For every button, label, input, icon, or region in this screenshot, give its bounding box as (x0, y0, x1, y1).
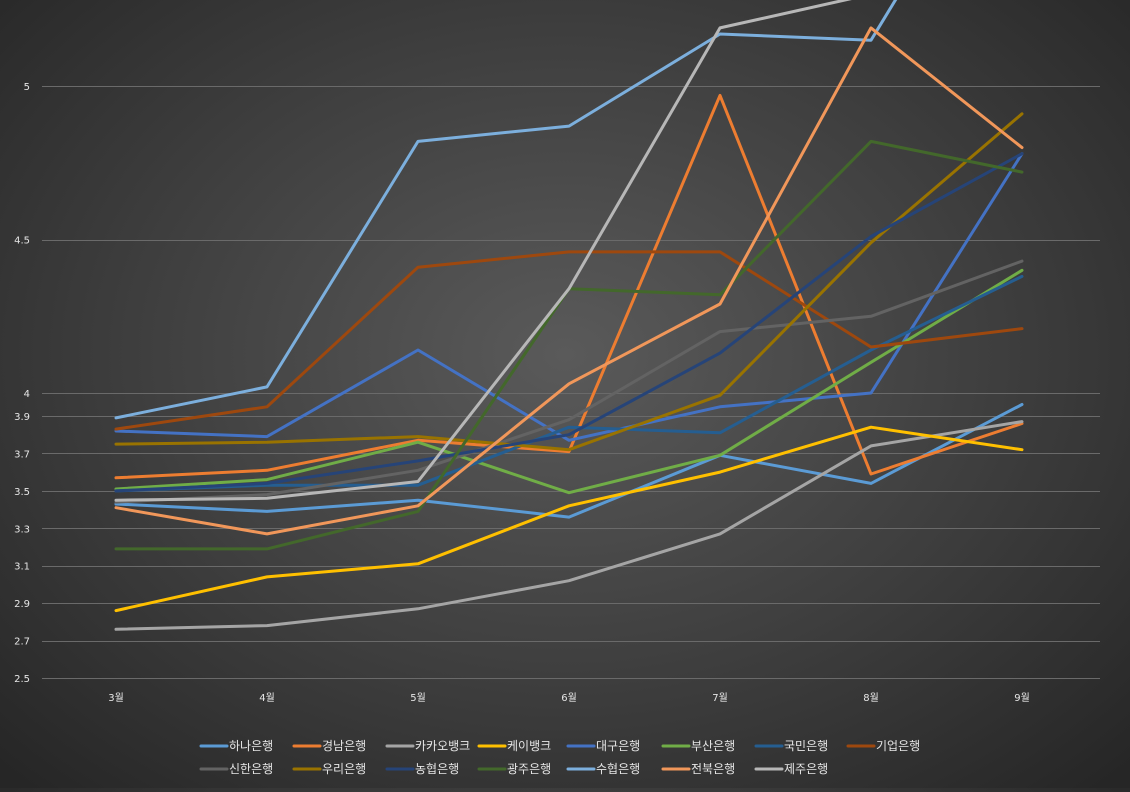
series-line (114, 152, 1024, 493)
series-lines (114, 0, 1024, 631)
legend-label: 기업은행 (876, 738, 920, 753)
x-tick-label: 8월 (863, 692, 879, 704)
x-tick-label: 7월 (712, 692, 728, 704)
legend-label: 광주은행 (507, 761, 551, 776)
legend-label: 전북은행 (691, 761, 735, 776)
legend-label: 수협은행 (596, 761, 640, 776)
y-tick-label: 2.5 (14, 674, 30, 685)
legend-label: 농협은행 (415, 761, 459, 776)
legend-item: 제주은행 (754, 761, 828, 776)
legend-item: 신한은행 (199, 761, 273, 776)
legend-item: 광주은행 (477, 761, 551, 776)
legend-label: 제주은행 (784, 761, 828, 776)
legend-item: 국민은행 (754, 738, 828, 753)
y-tick-label: 5 (24, 82, 30, 93)
legend-label: 대구은행 (596, 738, 640, 753)
y-tick-label: 3.7 (14, 449, 30, 460)
legend-item: 수협은행 (566, 761, 640, 776)
legend-label: 케이뱅크 (507, 739, 551, 753)
legend-label: 경남은행 (322, 738, 366, 753)
x-tick-label: 5월 (410, 692, 426, 704)
x-tick-label: 4월 (259, 692, 275, 704)
series-line (114, 274, 1024, 493)
x-tick-label: 9월 (1014, 692, 1030, 704)
x-tick-label: 3월 (108, 692, 124, 704)
legend-label: 국민은행 (784, 738, 828, 753)
series-line (114, 250, 1024, 431)
legend-label: 신한은행 (229, 761, 273, 776)
y-tick-label: 4 (24, 389, 30, 400)
y-tick-label: 3.3 (14, 524, 30, 535)
series-line (114, 112, 1024, 452)
series-line (114, 152, 1024, 442)
legend-item: 농협은행 (385, 761, 459, 776)
legend-label: 카카오뱅크 (415, 739, 470, 753)
series-line (114, 0, 852, 502)
series-line (114, 268, 1024, 495)
legend-label: 부산은행 (691, 738, 735, 753)
y-tick-label: 3.9 (14, 412, 30, 423)
x-tick-label: 6월 (561, 692, 577, 704)
legend-label: 우리은행 (322, 761, 366, 776)
series-line (114, 0, 898, 420)
legend-item: 기업은행 (846, 738, 920, 753)
legend-label: 하나은행 (229, 738, 273, 753)
y-tick-label: 4.5 (14, 236, 30, 247)
series-line (114, 93, 1024, 480)
series-line (114, 403, 1024, 519)
series-line (114, 425, 1024, 613)
y-axis-tick-labels: 2.52.72.93.13.33.53.73.944.555.566.5 (14, 82, 30, 685)
y-tick-label: 3.5 (14, 487, 30, 498)
y-tick-label: 3.1 (14, 562, 30, 573)
legend-item: 부산은행 (661, 738, 735, 753)
x-axis-tick-labels: 3월 4월 5월 6월 7월 8월 9월 (108, 692, 1030, 704)
series-line (114, 259, 1024, 504)
y-tick-label: 2.9 (14, 599, 30, 610)
legend-item: 케이뱅크 (477, 739, 551, 753)
series-line (114, 420, 1024, 631)
legend-item: 전북은행 (661, 761, 735, 776)
legend-item: 대구은행 (566, 738, 640, 753)
legend-item: 하나은행 (199, 738, 273, 753)
legend-item: 경남은행 (292, 738, 366, 753)
y-tick-label: 2.7 (14, 637, 30, 648)
legend-item: 카카오뱅크 (385, 739, 470, 753)
legend-item: 우리은행 (292, 761, 366, 776)
series-line (114, 26, 1024, 536)
